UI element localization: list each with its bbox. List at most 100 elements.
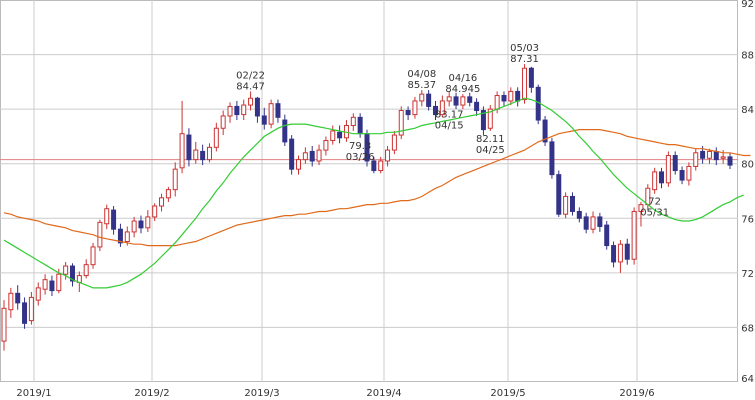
candle-body [309,150,315,162]
candle-body [659,171,665,184]
candle-body [405,110,411,116]
candle-body [227,105,233,117]
candle [275,99,281,123]
candle-body [597,216,603,227]
candle-body [302,152,308,161]
candle [138,215,144,234]
candle-body [56,273,62,292]
candle [337,125,343,144]
candle-body [391,134,397,151]
candle [227,102,233,123]
candle [69,263,75,287]
candle [659,167,665,189]
candle-body [97,221,103,248]
candle-body [124,231,130,242]
candle-body [569,195,575,212]
candle-body [604,224,610,247]
candle-body [419,93,425,102]
candle-body [439,100,445,116]
ma-long-line [3,129,751,247]
candle [652,167,658,194]
candle-body [549,141,555,176]
candle-body [542,119,548,143]
candle [480,106,486,136]
candle-body [727,156,733,166]
candle [563,192,569,219]
candle-body [330,130,336,142]
candle [693,148,699,171]
candle [282,114,288,146]
candle-body [35,287,41,301]
candle-body [624,243,630,260]
candle-body [693,152,699,167]
candle-body [220,115,226,129]
candle [330,125,336,145]
candle-body [508,90,514,102]
plot-area [0,0,738,382]
candle-body [337,131,343,139]
candle-body [556,174,562,215]
candle [549,137,555,179]
candle [83,259,89,279]
candle-body [446,96,452,102]
candle [391,130,397,155]
candle-body [152,205,158,218]
candle-body [42,279,48,290]
candle-body [426,93,432,107]
x-axis: 2019/1 2019/2 2019/3 2019/4 2019/5 2019/6 [16,388,654,399]
candle [131,216,137,238]
candle-body [590,216,596,230]
candle [145,210,151,232]
candle [254,96,260,123]
candle-body [412,100,418,116]
candle-body [179,133,185,169]
candle [296,155,302,175]
candle-body [289,138,295,170]
candle-body [501,95,507,102]
candle-body [172,168,178,191]
candle-body [206,146,212,161]
candle [706,148,712,164]
candle-body [15,292,21,304]
candle-body [296,159,302,170]
candle [398,106,404,140]
annotation-line-2: 85.37 [407,80,436,91]
candle-body [398,110,404,136]
candle [412,96,418,119]
annotation-line-2: 03/26 [346,152,375,163]
candle-body [631,210,637,260]
candle-body [713,150,719,161]
y-tick-label: 76 [741,214,754,225]
candle-body [617,243,623,263]
annotation-line-1: 04/16 [448,73,477,84]
candle-body [467,96,473,103]
candle-body [686,165,692,181]
candle [528,66,534,93]
candle-body [350,116,356,127]
candle [487,105,493,131]
candle [104,204,110,230]
candle-body [8,292,14,311]
candle [686,162,692,186]
candle [460,94,466,110]
candle [28,291,34,325]
candle [624,238,630,265]
candle-body [165,189,171,199]
candle [535,84,541,125]
candle [405,106,411,121]
candle-body [131,220,137,233]
candle-body [720,156,726,159]
candle [117,223,123,247]
candle [302,147,308,164]
candle-body [69,265,75,282]
annotation-line-2: 84.945 [445,84,480,95]
candle-body [145,216,151,229]
candles [1,64,733,351]
candle [179,100,185,174]
annotation-line-2: 84.47 [236,81,265,92]
candle-body [22,302,28,324]
candle [679,166,685,185]
candle-body [487,108,493,129]
candle [569,192,575,216]
